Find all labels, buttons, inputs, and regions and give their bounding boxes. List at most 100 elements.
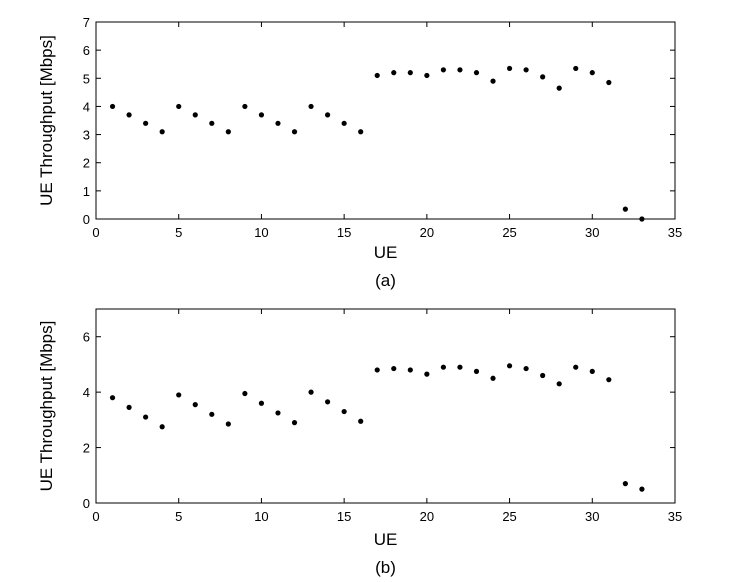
panel-caption: (b) <box>375 558 396 577</box>
y-tick-label: 3 <box>83 128 90 143</box>
x-axis-label: UE <box>374 243 398 262</box>
panel-caption: (a) <box>375 271 396 290</box>
data-point <box>374 367 380 373</box>
data-point <box>176 392 182 398</box>
data-point <box>589 368 595 374</box>
x-tick-label: 5 <box>175 509 182 524</box>
data-point <box>192 402 198 408</box>
x-tick-label: 25 <box>502 225 516 240</box>
chart-panel-b: 0 5 10 15 20 25 30 35 0 2 4 6 UE UE Throughput [Mbps]… <box>37 308 682 577</box>
data-point <box>109 395 116 401</box>
data-point <box>440 364 446 370</box>
data-point <box>258 400 265 406</box>
data-point <box>606 79 612 86</box>
data-point <box>341 120 347 126</box>
x-tick-label: 0 <box>92 509 99 524</box>
data-point <box>639 486 645 492</box>
data-point <box>325 399 331 405</box>
data-point <box>473 70 480 76</box>
x-tick-label: 0 <box>92 225 99 240</box>
y-tick-label: 5 <box>83 71 90 86</box>
data-point <box>374 72 380 79</box>
data-point <box>639 216 645 222</box>
data-point <box>242 103 248 110</box>
y-tick-label: 2 <box>83 441 90 456</box>
data-point <box>573 65 579 72</box>
data-point <box>341 408 347 415</box>
data-point <box>424 72 430 79</box>
data-point <box>622 206 628 212</box>
data-point <box>358 418 364 424</box>
data-point <box>159 129 165 135</box>
y-tick-label: 4 <box>83 385 90 400</box>
data-point <box>291 129 298 135</box>
x-tick-label: 35 <box>668 225 682 240</box>
plot-area <box>95 308 676 504</box>
data-point <box>109 103 116 110</box>
plot-area <box>95 21 676 220</box>
data-point <box>622 481 628 487</box>
data-point <box>407 367 413 373</box>
data-point <box>540 372 546 379</box>
data-point <box>473 368 480 374</box>
chart-panel-a: 0 5 10 15 20 25 30 35 0 1 2 3 4 5 6 7 UE UE Throughput [M… <box>37 15 682 290</box>
data-point <box>308 389 314 395</box>
data-point <box>523 365 529 372</box>
data-point <box>490 78 496 84</box>
data-point <box>275 120 281 126</box>
y-tick-label: 4 <box>83 99 90 114</box>
data-point <box>457 67 463 73</box>
data-point <box>606 377 612 383</box>
data-point <box>143 414 149 420</box>
data-point <box>391 365 397 372</box>
x-tick-label: 20 <box>420 509 434 524</box>
y-tick-label: 0 <box>83 496 90 511</box>
data-point <box>457 364 463 370</box>
y-tick-label: 6 <box>83 43 90 58</box>
y-tick-label: 7 <box>83 15 90 30</box>
x-tick-label: 15 <box>337 225 351 240</box>
data-point <box>176 103 182 110</box>
x-tick-label: 25 <box>502 509 516 524</box>
x-tick-label: 15 <box>337 509 351 524</box>
y-axis-label: UE Throughput [Mbps] <box>37 35 56 206</box>
data-point <box>225 421 231 427</box>
data-point <box>556 85 562 91</box>
x-tick-label: 20 <box>420 225 434 240</box>
x-tick-label: 30 <box>585 509 599 524</box>
data-point <box>490 375 496 381</box>
data-point <box>589 70 595 76</box>
x-tick-label: 10 <box>254 225 268 240</box>
data-point <box>192 112 198 118</box>
x-tick-label: 5 <box>175 225 182 240</box>
data-point <box>407 70 413 76</box>
data-point <box>242 390 248 397</box>
data-point <box>573 364 579 370</box>
data-point <box>159 424 165 430</box>
data-point <box>506 65 513 72</box>
y-tick-label: 6 <box>83 330 90 345</box>
x-tick-label: 35 <box>668 509 682 524</box>
data-point <box>424 371 430 377</box>
x-tick-label: 30 <box>585 225 599 240</box>
data-point <box>126 404 132 410</box>
y-axis-label: UE Throughput [Mbps] <box>37 321 56 492</box>
data-point <box>391 70 397 76</box>
data-point <box>358 129 364 135</box>
data-point <box>308 103 314 110</box>
data-point <box>556 381 562 387</box>
data-point <box>506 363 513 369</box>
y-tick-label: 2 <box>83 156 90 171</box>
y-tick-label: 0 <box>83 212 90 227</box>
data-point <box>258 112 265 118</box>
data-point <box>225 129 231 135</box>
data-point <box>126 112 132 118</box>
data-point <box>143 120 149 126</box>
data-point <box>325 112 331 118</box>
data-point <box>540 74 546 80</box>
data-point <box>523 67 529 73</box>
data-point <box>440 67 446 73</box>
data-point <box>209 120 215 126</box>
x-tick-label: 10 <box>254 509 268 524</box>
